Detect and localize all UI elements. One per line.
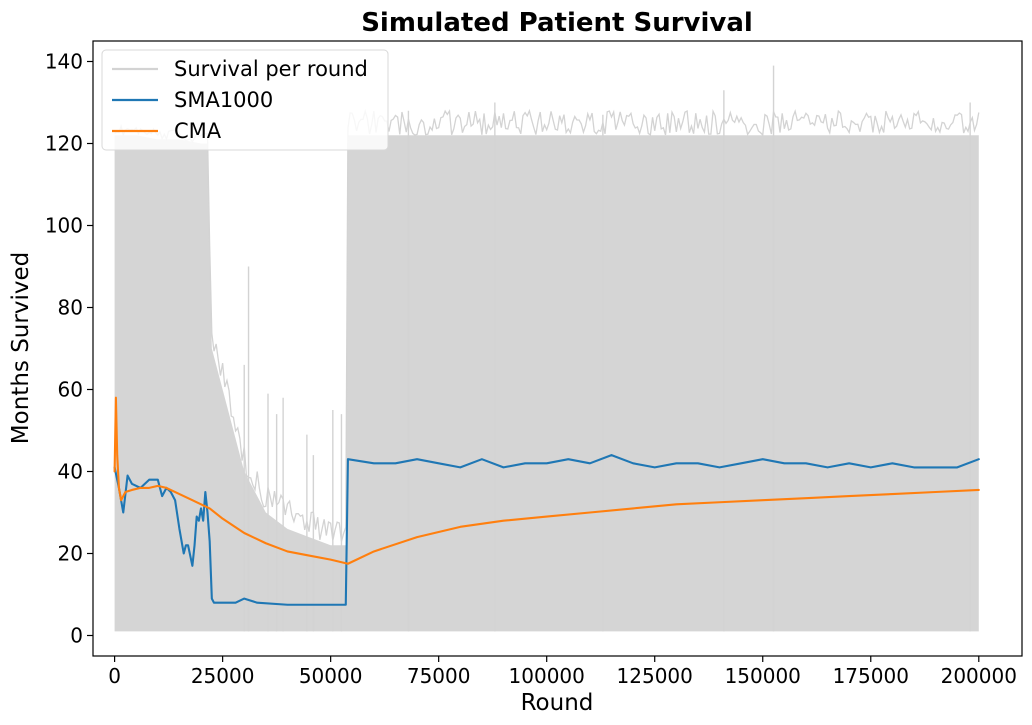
y-tick-label: 100 [45,214,83,238]
x-tick-label: 150000 [725,664,801,688]
x-tick-label: 0 [108,664,121,688]
legend-label-cma: CMA [174,119,222,143]
sma1000-line [113,454,980,606]
plot-frame [92,40,1023,657]
cma-line [113,396,980,565]
line-series-layer [113,396,980,606]
x-tick-label: 50000 [299,664,363,688]
y-tick-label: 80 [58,296,83,320]
y-tick-label: 60 [58,378,83,402]
y-tick-label: 0 [70,624,83,648]
x-tick-label: 125000 [617,664,693,688]
x-tick-label: 25000 [191,664,255,688]
y-tick-label: 140 [45,50,83,74]
legend-label-sma1000: SMA1000 [174,88,273,112]
x-tick-label: 75000 [407,664,471,688]
legend: Survival per round SMA1000 CMA [101,49,389,151]
x-tick-label: 175000 [833,664,909,688]
y-axis-label: Months Survived [8,252,34,444]
x-axis-label: Round [521,690,594,716]
survival-per-round-upper-noise [114,108,980,542]
legend-label-survival-per-round: Survival per round [174,57,368,81]
y-tick-label: 120 [45,132,83,156]
chart-title: Simulated Patient Survival [361,8,753,38]
x-axis: 0 25000 50000 75000 100000 125000 150000 175000… [108,656,1017,688]
x-tick-label: 200000 [941,664,1017,688]
survival-per-round-band [114,135,979,632]
raw-series-layer [114,65,980,632]
y-tick-label: 40 [58,460,83,484]
plot-area [92,40,1023,657]
y-axis: 0 20 40 60 80 100 120 140 [45,50,93,648]
y-tick-label: 20 [58,542,83,566]
x-tick-label: 100000 [509,664,585,688]
legend-frame [101,49,389,151]
